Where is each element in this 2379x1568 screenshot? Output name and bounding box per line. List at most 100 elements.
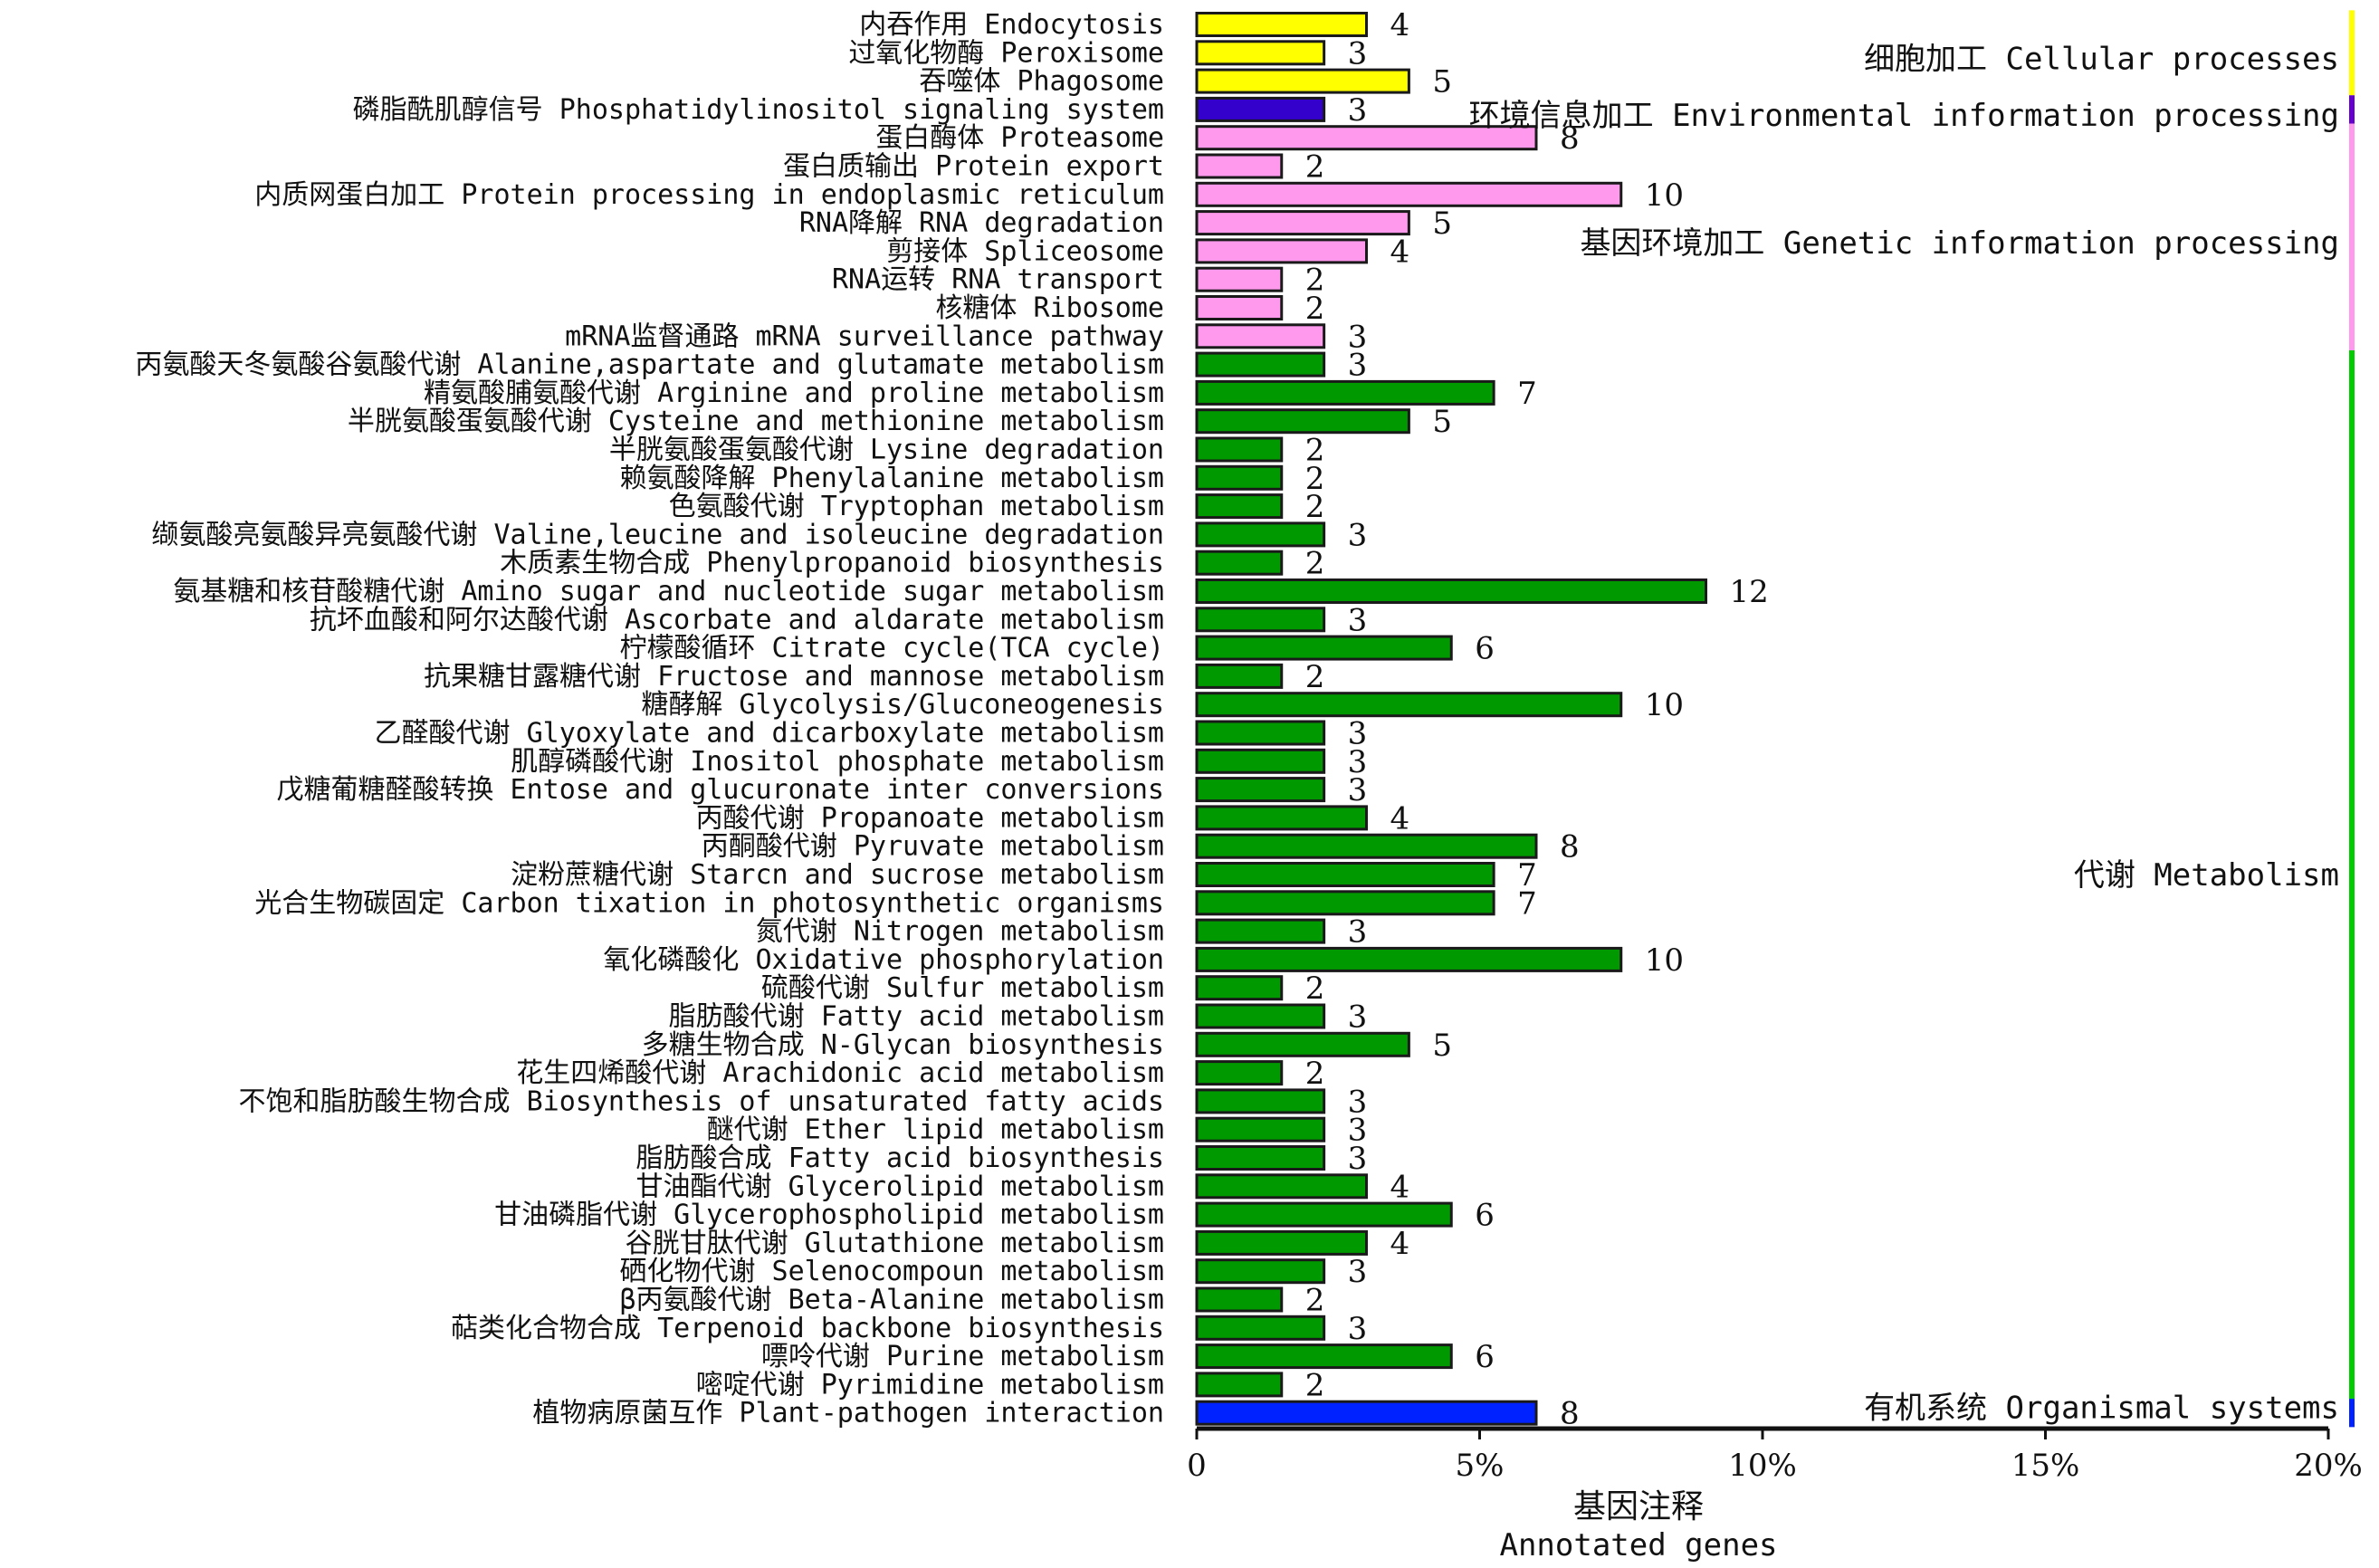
bar xyxy=(1195,862,1495,887)
category-label: 嘧啶代谢 Pyrimidine metabolism xyxy=(696,1369,1164,1401)
category-label: 嘌呤代谢 Purine metabolism xyxy=(761,1341,1164,1372)
bar-value-label: 12 xyxy=(1730,574,1769,610)
category-label: 赖氨酸降解 Phenylalanine metabolism xyxy=(619,463,1164,494)
bar-value-label: 3 xyxy=(1348,772,1368,808)
bar-value-label: 10 xyxy=(1645,687,1684,723)
category-label: 光合生物碳固定 Carbon tixation in photosyntheti… xyxy=(254,887,1164,919)
bar xyxy=(1195,1229,1368,1256)
bar xyxy=(1195,295,1284,320)
bar xyxy=(1195,663,1284,689)
bar xyxy=(1195,1258,1326,1285)
category-label: 半胱氨酸蛋氨酸代谢 Lysine degradation xyxy=(609,435,1164,466)
bar-value-label: 6 xyxy=(1475,631,1495,667)
bar xyxy=(1195,975,1284,1001)
category-label: 丙酸代谢 Propanoate metabolism xyxy=(696,802,1164,834)
x-tick-label: 10% xyxy=(1728,1448,1797,1484)
category-label: 硒化物代谢 Selenocompoun metabolism xyxy=(619,1256,1164,1287)
bar xyxy=(1195,181,1623,207)
category-label: 缬氨酸亮氨酸异亮氨酸代谢 Valine,leucine and isoleuci… xyxy=(151,519,1164,550)
bar-value-label: 5 xyxy=(1432,404,1452,440)
bar xyxy=(1195,210,1410,236)
category-label: 内质网蛋白加工 Protein processing in endoplasmi… xyxy=(254,179,1164,211)
category-label: 剪接体 Spliceosome xyxy=(886,235,1164,267)
bar-value-label: 2 xyxy=(1305,263,1325,299)
category-label: β丙氨酸代谢 Beta-Alanine metabolism xyxy=(619,1285,1164,1316)
bar-value-label: 2 xyxy=(1305,659,1325,695)
bar xyxy=(1195,125,1538,151)
category-label: 萜类化合物合成 Terpenoid backbone biosynthesis xyxy=(451,1313,1164,1344)
bar xyxy=(1195,918,1326,944)
category-label: 硫酸代谢 Sulfur metabolism xyxy=(761,972,1164,1004)
category-label: 肌醇磷酸代谢 Inositol phosphate metabolism xyxy=(511,746,1164,778)
bar xyxy=(1195,12,1368,37)
category-label: 磷脂酰肌醇信号 Phosphatidylinositol signaling s… xyxy=(353,94,1164,126)
bar xyxy=(1195,635,1453,661)
bar xyxy=(1195,40,1326,66)
category-label: RNA运转 RNA transport xyxy=(832,264,1164,296)
bar-value-label: 2 xyxy=(1305,970,1325,1007)
bar-value-label: 3 xyxy=(1348,1254,1368,1290)
group-label: 代谢 Metabolism xyxy=(2074,857,2339,894)
bar xyxy=(1195,1145,1326,1171)
bar-value-label: 3 xyxy=(1348,1084,1368,1120)
bar xyxy=(1195,946,1623,972)
bar xyxy=(1195,1088,1326,1114)
bar xyxy=(1195,68,1410,94)
category-label: 抗坏血酸和阿尔达酸代谢 Ascorbate and aldarate metab… xyxy=(310,604,1164,636)
category-label: 内吞作用 Endocytosis xyxy=(859,9,1164,41)
bar xyxy=(1195,833,1538,859)
category-label: 半胱氨酸蛋氨酸代谢 Cysteine and methionine metabo… xyxy=(348,406,1164,437)
category-label: 花生四烯酸代谢 Arachidonic acid metabolism xyxy=(516,1057,1164,1089)
bar xyxy=(1195,1286,1284,1313)
category-label: 糖酵解 Glycolysis/Gluconeogenesis xyxy=(641,689,1164,721)
bar-value-label: 4 xyxy=(1390,234,1410,270)
bar-value-label: 10 xyxy=(1645,942,1684,979)
bar-value-label: 3 xyxy=(1348,1311,1368,1347)
category-label: mRNA监督通路 mRNA surveillance pathway xyxy=(565,320,1164,352)
bar-value-label: 3 xyxy=(1348,744,1368,780)
bar xyxy=(1195,521,1326,548)
category-label: 木质素生物合成 Phenylpropanoid biosynthesis xyxy=(500,548,1164,579)
x-axis-subtitle: Annotated genes xyxy=(1499,1527,1777,1563)
category-label: 植物病原菌互作 Plant-pathogen interaction xyxy=(532,1398,1164,1429)
bar-value-label: 4 xyxy=(1390,800,1410,837)
bar xyxy=(1195,493,1284,520)
category-label: 甘油磷脂代谢 Glycerophospholipid metabolism xyxy=(494,1200,1164,1231)
bar-value-label: 8 xyxy=(1560,829,1580,865)
group-label: 细胞加工 Cellular processes xyxy=(1864,42,2339,78)
bar xyxy=(1195,96,1326,122)
category-label: 核糖体 Ribosome xyxy=(935,292,1164,324)
group-label: 环境信息加工 Environmental information process… xyxy=(1469,98,2339,134)
bar xyxy=(1195,1372,1284,1398)
bar xyxy=(1195,550,1284,576)
bar xyxy=(1195,1003,1326,1029)
bar xyxy=(1195,408,1410,435)
category-label: 甘油酯代谢 Glycerolipid metabolism xyxy=(636,1171,1164,1202)
category-label: 丙酮酸代谢 Pyruvate metabolism xyxy=(702,831,1164,863)
bar-value-label: 5 xyxy=(1432,64,1452,100)
bar-value-label: 3 xyxy=(1348,348,1368,384)
category-label: 吞噬体 Phagosome xyxy=(919,66,1164,98)
bar-value-label: 2 xyxy=(1305,291,1325,327)
bar xyxy=(1195,1400,1538,1426)
category-label: 乙醛酸代谢 Glyoxylate and dicarboxylate metab… xyxy=(375,718,1164,750)
bar xyxy=(1195,238,1368,264)
bar xyxy=(1195,692,1623,718)
category-label: 脂肪酸合成 Fatty acid biosynthesis xyxy=(636,1143,1164,1174)
bar xyxy=(1195,379,1495,406)
bar-value-label: 7 xyxy=(1517,885,1537,922)
bar-value-label: 4 xyxy=(1390,1169,1410,1205)
bar xyxy=(1195,464,1284,491)
bar xyxy=(1195,890,1495,916)
bar xyxy=(1195,578,1707,604)
bar xyxy=(1195,153,1284,179)
bar-value-label: 2 xyxy=(1305,149,1325,186)
bar-value-label: 2 xyxy=(1305,1283,1325,1319)
bar xyxy=(1195,1201,1453,1228)
bar-value-label: 3 xyxy=(1348,35,1368,72)
category-label: RNA降解 RNA degradation xyxy=(799,207,1164,239)
group-annotations-layer: 细胞加工 Cellular processes 环境信息加工 Environmen… xyxy=(1469,10,2355,1428)
